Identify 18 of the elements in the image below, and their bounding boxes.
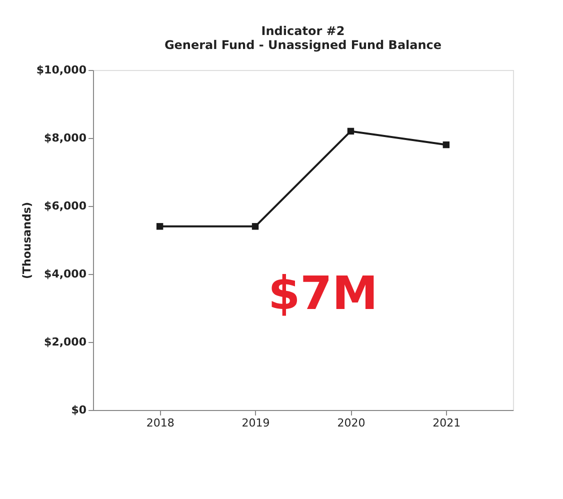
y-tick-label: $0	[71, 404, 87, 416]
y-tick-label: $10,000	[36, 64, 87, 76]
y-tick-label: $2,000	[44, 336, 87, 348]
point	[442, 141, 450, 148]
text: Indicator #2	[261, 24, 345, 38]
point	[347, 128, 354, 135]
y-tick-label: $4,000	[44, 268, 87, 280]
text: General Fund - Unassigned Fund Balance	[164, 38, 442, 52]
x-tick-label: 2018	[146, 416, 174, 430]
y-axis-title: (Thousands)	[20, 202, 34, 279]
x-tick-label: 2019	[242, 416, 270, 430]
point	[156, 223, 164, 230]
y-tick-label: $6,000	[44, 200, 87, 212]
point	[252, 223, 259, 230]
x-tick-label: 2021	[432, 416, 461, 430]
x-tick-label: 2020	[337, 416, 366, 430]
annotation: $7M	[268, 266, 378, 320]
y-tick-label: $8,000	[44, 132, 87, 144]
